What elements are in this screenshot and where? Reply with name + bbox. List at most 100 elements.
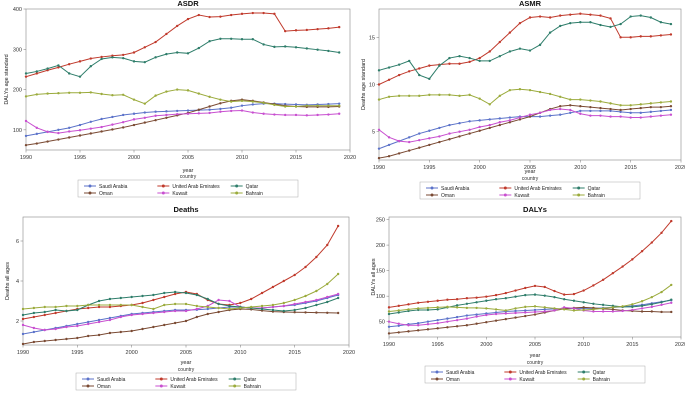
data-point bbox=[282, 301, 285, 305]
y-tick-label: 10 bbox=[369, 83, 375, 89]
data-point bbox=[563, 298, 566, 301]
data-point bbox=[46, 67, 49, 70]
series-line bbox=[378, 13, 671, 85]
data-point bbox=[478, 59, 481, 63]
data-point bbox=[428, 137, 431, 140]
legend-swatch-marker bbox=[582, 370, 586, 374]
data-point bbox=[89, 57, 93, 60]
data-point bbox=[640, 307, 644, 310]
data-point bbox=[572, 292, 576, 296]
data-point bbox=[446, 317, 449, 320]
data-point bbox=[639, 103, 642, 106]
data-point bbox=[533, 310, 537, 314]
legend-entry-label: Qatar bbox=[588, 186, 601, 192]
data-point bbox=[230, 37, 233, 41]
data-point bbox=[660, 231, 663, 235]
data-point bbox=[538, 43, 542, 47]
x-tick-label: 1995 bbox=[74, 155, 86, 161]
series-kuwait bbox=[24, 109, 341, 135]
data-point bbox=[132, 112, 136, 115]
data-point bbox=[68, 72, 71, 75]
data-point bbox=[528, 115, 532, 118]
data-point bbox=[465, 317, 469, 320]
data-point bbox=[438, 135, 441, 138]
data-point bbox=[569, 13, 572, 16]
data-point bbox=[262, 43, 265, 46]
data-point bbox=[599, 100, 602, 103]
data-point bbox=[326, 295, 329, 299]
legend-swatch-marker bbox=[159, 377, 163, 381]
data-point bbox=[165, 116, 168, 119]
data-point bbox=[504, 317, 507, 321]
data-point bbox=[649, 115, 652, 118]
data-point bbox=[78, 91, 82, 94]
legend-entry-label: United Arab Emirates bbox=[170, 377, 218, 383]
data-point bbox=[417, 301, 420, 304]
legend: country Saudi Arabia United Arab Emirates Q… bbox=[77, 174, 299, 198]
data-point bbox=[240, 99, 244, 103]
data-point bbox=[176, 24, 179, 28]
data-point bbox=[111, 56, 114, 59]
series-qatar bbox=[24, 37, 341, 78]
data-point bbox=[338, 51, 341, 54]
legend-entry-label: Bahrain bbox=[593, 377, 610, 383]
data-point bbox=[397, 324, 400, 327]
data-point bbox=[251, 38, 254, 41]
data-point bbox=[68, 62, 71, 66]
data-point bbox=[377, 69, 381, 72]
data-point bbox=[141, 312, 144, 316]
data-point bbox=[217, 298, 220, 302]
data-point bbox=[559, 105, 562, 108]
data-point bbox=[438, 140, 441, 144]
data-point bbox=[498, 117, 501, 120]
data-point bbox=[475, 315, 478, 318]
data-point bbox=[572, 299, 576, 302]
data-point bbox=[24, 134, 28, 138]
y-axis-title: Deaths age standard bbox=[361, 59, 367, 110]
x-axis-title: year bbox=[181, 360, 192, 366]
data-point bbox=[165, 90, 168, 93]
data-point bbox=[475, 301, 478, 304]
data-point bbox=[670, 283, 673, 287]
data-point bbox=[35, 72, 38, 75]
data-point bbox=[659, 21, 663, 24]
data-point bbox=[649, 110, 652, 114]
data-point bbox=[428, 143, 431, 147]
series-saudi-arabia bbox=[21, 293, 340, 336]
data-point bbox=[478, 125, 481, 129]
data-point bbox=[32, 311, 36, 315]
data-point bbox=[569, 108, 572, 112]
data-point bbox=[448, 93, 451, 97]
data-point bbox=[528, 113, 532, 116]
legend-swatch-marker bbox=[161, 184, 165, 188]
data-point bbox=[498, 121, 501, 124]
legend-box bbox=[77, 179, 299, 198]
data-point bbox=[387, 325, 391, 328]
data-point bbox=[35, 70, 38, 73]
data-point bbox=[548, 31, 552, 34]
data-point bbox=[609, 115, 612, 118]
data-point bbox=[273, 45, 276, 49]
data-point bbox=[488, 126, 491, 130]
data-point bbox=[294, 113, 298, 117]
data-point bbox=[650, 305, 653, 309]
data-point bbox=[294, 46, 298, 49]
data-point bbox=[338, 102, 341, 105]
data-point bbox=[559, 113, 562, 116]
data-point bbox=[197, 46, 200, 50]
data-point bbox=[407, 324, 410, 327]
series-line bbox=[388, 294, 672, 315]
data-point bbox=[184, 319, 188, 323]
data-point bbox=[553, 309, 556, 312]
data-point bbox=[119, 296, 123, 300]
legend-entry-label: Kuwait bbox=[514, 193, 530, 199]
data-point bbox=[143, 116, 146, 119]
legend-entry-label: Qatar bbox=[244, 377, 257, 383]
legend-swatch-marker bbox=[235, 191, 239, 195]
series-kuwait bbox=[377, 107, 673, 144]
data-point bbox=[649, 105, 652, 109]
data-point bbox=[24, 143, 28, 147]
data-point bbox=[21, 323, 25, 327]
data-point bbox=[260, 291, 264, 295]
data-point bbox=[563, 306, 566, 309]
